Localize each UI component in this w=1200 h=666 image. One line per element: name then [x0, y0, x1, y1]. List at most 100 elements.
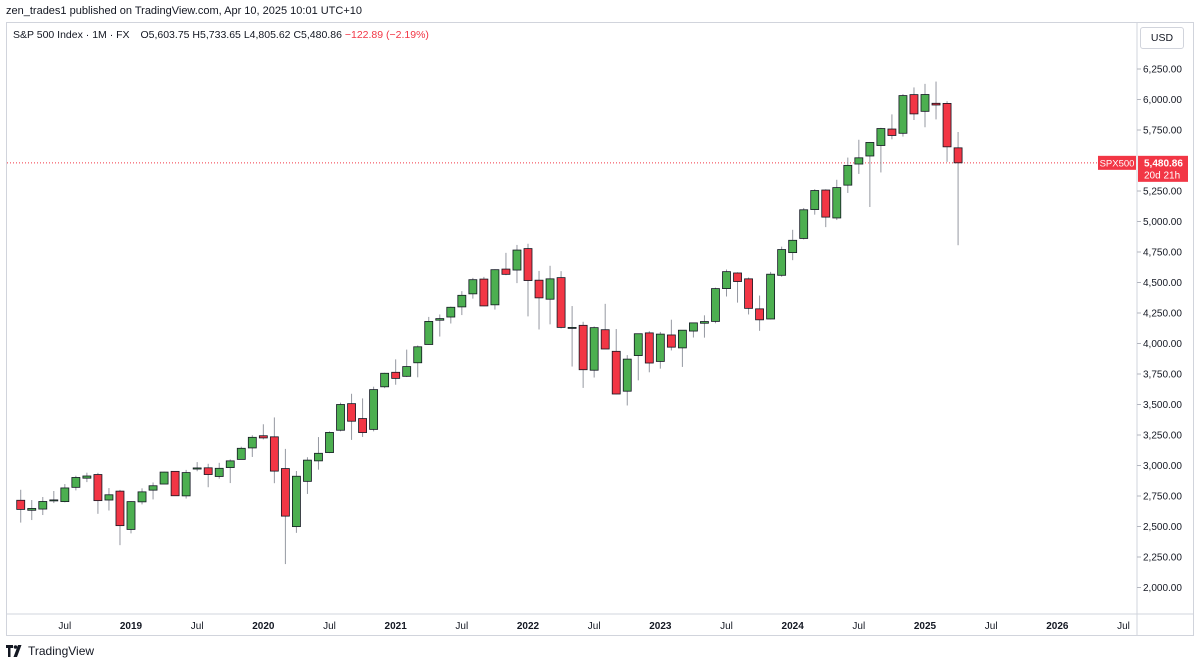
candle-body: [413, 346, 423, 364]
candle: [633, 333, 643, 381]
candle: [115, 489, 125, 546]
candle-body: [589, 327, 599, 371]
time-tick-label: Jul: [58, 621, 71, 632]
price-tick-label: 2,750.00: [1143, 492, 1182, 503]
candle-body: [700, 321, 709, 324]
candle: [137, 488, 147, 505]
candle: [920, 83, 930, 128]
candle: [446, 306, 456, 324]
tradingview-logo-icon: [6, 645, 22, 657]
time-tick-label: 2025: [914, 621, 937, 632]
candle: [38, 496, 48, 516]
legend-low: L4,805.62: [243, 29, 291, 41]
candle-body: [159, 471, 169, 485]
candle-body: [512, 249, 522, 271]
footer-brand: TradingView: [28, 644, 95, 658]
candle: [479, 276, 489, 307]
candle: [666, 319, 676, 351]
candle: [358, 398, 367, 437]
price-tick-label: 4,000.00: [1143, 339, 1182, 350]
candle-body: [766, 273, 776, 320]
price-tick-label: 3,250.00: [1143, 431, 1182, 442]
candle-body: [402, 366, 412, 377]
bar-countdown: 20d 21h: [1144, 170, 1180, 181]
candle-body: [810, 190, 820, 210]
candle-body: [303, 459, 312, 482]
footer: TradingView: [6, 644, 94, 658]
candle: [722, 269, 731, 297]
candle-body: [126, 501, 136, 530]
price-tick-label: 2,000.00: [1143, 583, 1182, 594]
time-tick-label: Jul: [985, 621, 998, 632]
time-axis: Jul 2019 Jul 2020 Jul 2021 Jul 2022 Jul 2023 Jul 20…: [7, 613, 1193, 632]
candle: [622, 355, 632, 406]
candle-body: [722, 271, 731, 289]
candle: [689, 322, 698, 338]
time-tick-label: 2023: [649, 621, 672, 632]
candle: [865, 141, 875, 207]
candle: [170, 470, 180, 497]
candle-body: [777, 249, 787, 276]
candle-body: [931, 102, 941, 106]
candle: [700, 315, 709, 338]
time-tick-label: 2019: [120, 621, 143, 632]
candle-body: [247, 436, 257, 449]
candle: [755, 295, 764, 331]
candle-body: [578, 324, 588, 371]
candle: [677, 329, 687, 367]
candle-body: [545, 278, 555, 300]
candle-body: [391, 371, 401, 379]
candle: [887, 114, 897, 140]
candle: [854, 139, 864, 174]
candle-body: [644, 332, 654, 364]
candle: [104, 488, 114, 511]
candle: [512, 244, 522, 284]
candle: [314, 437, 323, 470]
candle: [369, 386, 379, 432]
chart-frame[interactable]: [6, 22, 1194, 636]
candle-body: [292, 475, 301, 528]
candle-body: [93, 474, 103, 502]
candle: [347, 393, 356, 440]
candle: [214, 462, 224, 479]
candle: [843, 157, 853, 193]
candle: [391, 359, 401, 385]
candle: [402, 349, 412, 378]
candle-body: [369, 389, 379, 430]
candle: [49, 490, 59, 504]
candle-body: [347, 403, 356, 422]
candle-body: [27, 508, 37, 511]
candle-body: [799, 209, 809, 239]
legend-symbol: S&P 500 Index · 1M · FX: [13, 29, 130, 41]
candle-body: [258, 435, 268, 439]
candle-body: [225, 460, 235, 468]
legend-high: H5,733.65: [192, 29, 241, 41]
candle-body: [744, 278, 753, 309]
legend-change: −122.89 (−2.19%): [344, 29, 429, 41]
currency-button[interactable]: USD: [1140, 27, 1184, 49]
time-tick-label: 2022: [517, 621, 540, 632]
last-price-value: 5,480.86: [1144, 158, 1183, 169]
candle: [490, 269, 500, 310]
publisher-line: zen_trades1 published on TradingView.com…: [6, 5, 363, 17]
candle: [336, 402, 345, 432]
candle-body: [843, 164, 853, 186]
candle: [589, 326, 599, 378]
candle-body: [711, 288, 720, 322]
candle: [942, 101, 952, 162]
candle-body: [269, 436, 279, 472]
candle: [600, 303, 610, 350]
candle: [909, 87, 919, 120]
candle: [810, 189, 820, 215]
candle: [523, 243, 533, 317]
price-tick-label: 5,750.00: [1143, 126, 1182, 137]
time-tick-label: Jul: [720, 621, 733, 632]
candle-body: [468, 279, 478, 295]
candle-body: [832, 187, 842, 219]
price-tick-label: 4,750.00: [1143, 248, 1182, 259]
candle-body: [192, 467, 202, 470]
time-tick-label: 2026: [1046, 621, 1069, 632]
candle: [413, 345, 423, 378]
